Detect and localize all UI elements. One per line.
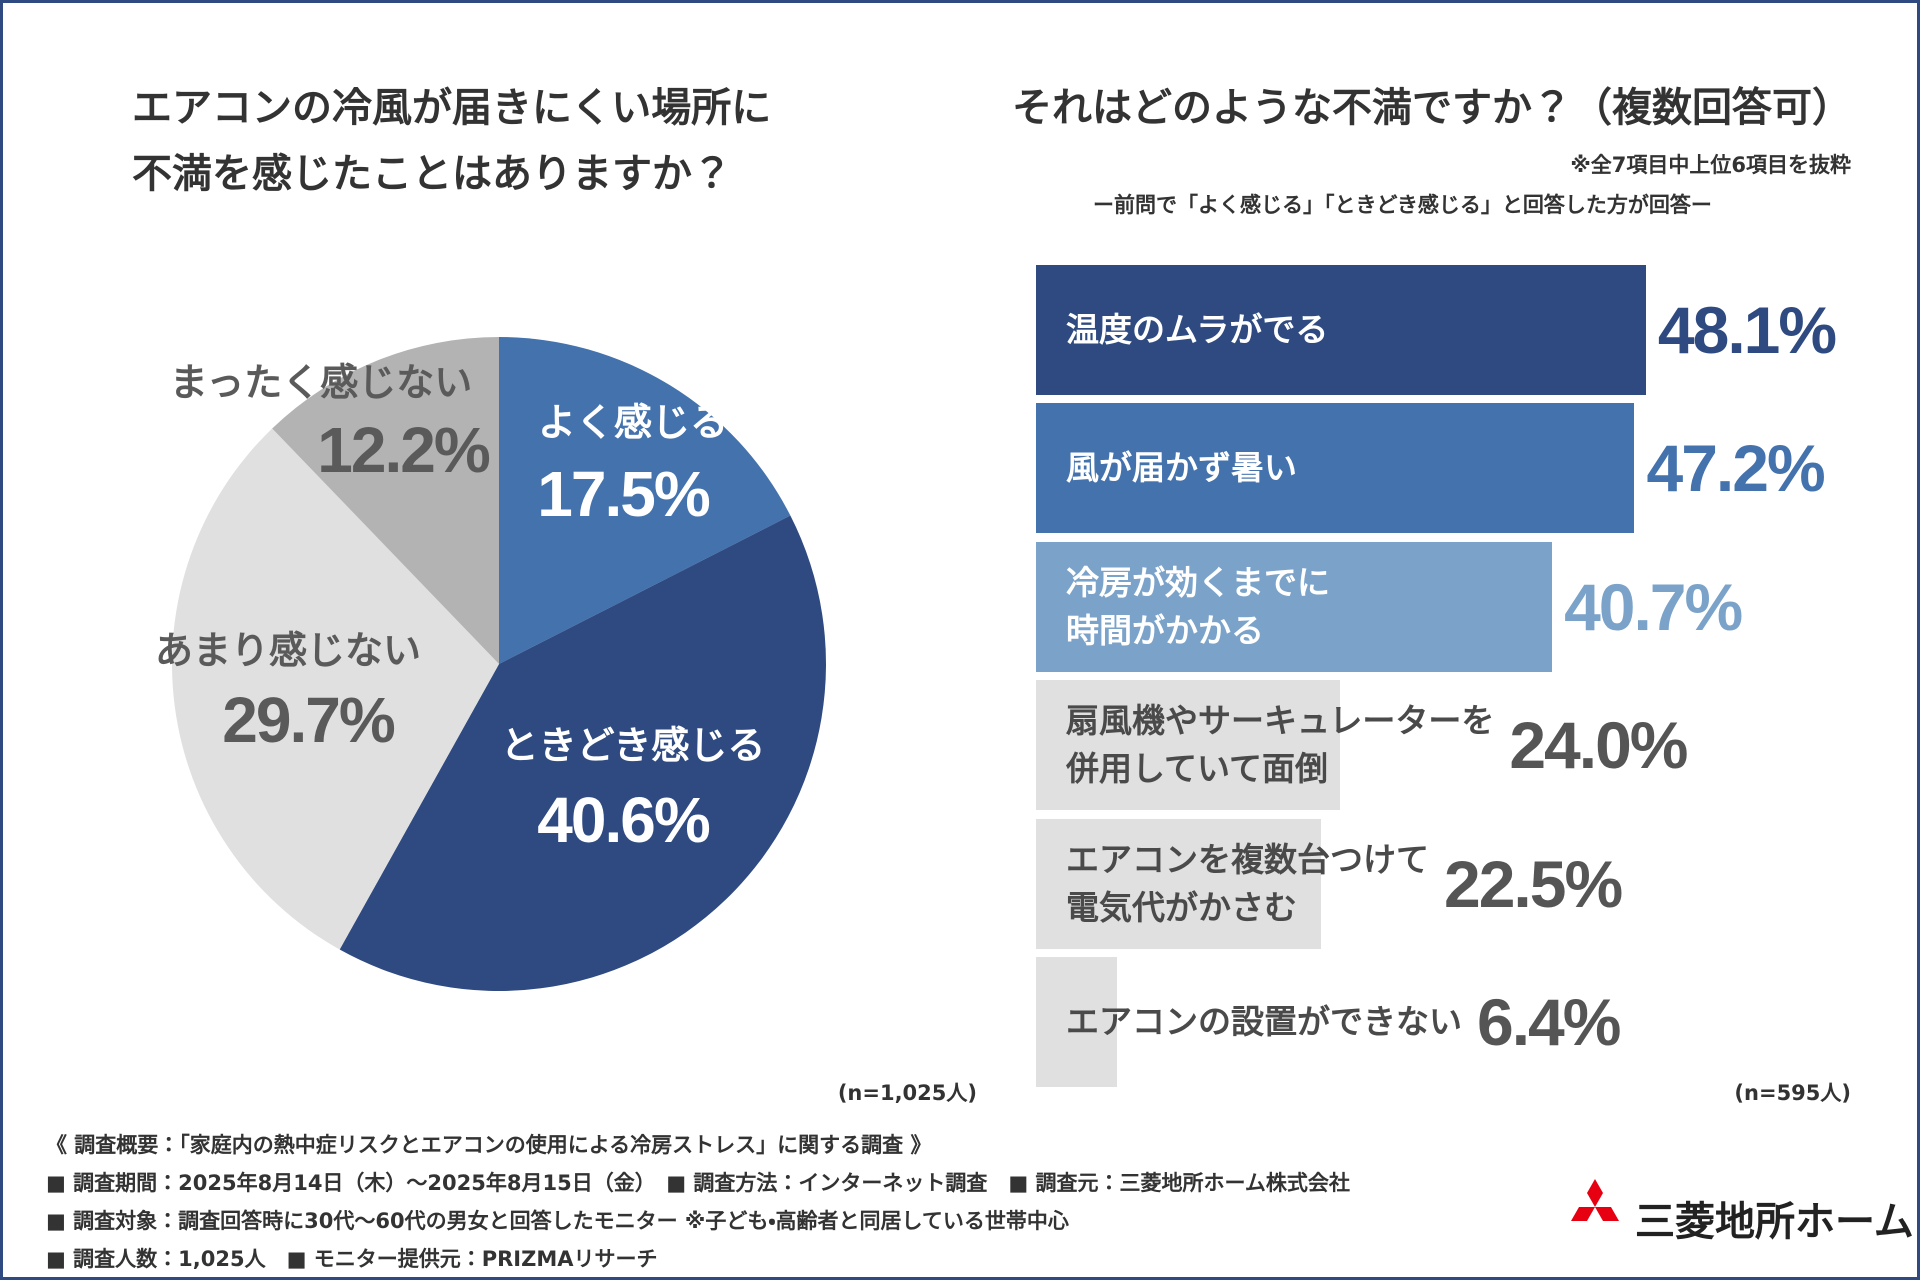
pie-category-label: まったく感じない <box>170 361 472 405</box>
pie-value-label: 40.6% <box>537 784 710 856</box>
bar-label-box: エアコンを複数台つけて 電気代がかさむ <box>1066 819 1429 949</box>
pie-value-label: 17.5% <box>537 458 710 530</box>
logo-text: 三菱地所ホーム <box>1635 1199 1914 1245</box>
bar-value-label: 22.5% <box>1444 846 1623 921</box>
pie-slice <box>172 428 500 950</box>
pie-category-label: あまり感じない <box>155 629 421 673</box>
bar-label-box: 扇風機やサーキュレーターを 併用していて面倒 <box>1066 680 1494 810</box>
pie-value-label: 12.2% <box>317 414 490 486</box>
bar <box>1036 957 1118 1087</box>
bar-label-box: 風が届かず暑い <box>1066 403 1297 533</box>
bar-value-label: 40.7% <box>1564 569 1743 644</box>
pie-slice <box>339 515 826 992</box>
bar-label: 冷房が効くまでに 時間がかかる <box>1066 562 1330 650</box>
bar-label-box: エアコンの設置ができない <box>1066 957 1462 1087</box>
bar-label-box: 温度のムラがでる <box>1066 265 1328 395</box>
pie-value-label: 29.7% <box>222 684 395 756</box>
pie-chart: よく感じる 17.5% ときどき感じる 40.6% あまり感じない 29.7% まったく感じ… <box>155 337 826 992</box>
bar <box>1036 403 1635 534</box>
bar-note: (n=595人) <box>1734 1081 1851 1105</box>
bar <box>1036 680 1341 811</box>
footer-line: ■ 調査対象：調査回答時に30代～60代の男女と回答したモニター ※子ども・高齢… <box>46 1209 1069 1233</box>
pie-title: 不満を感じたことはありますか？ <box>132 151 732 197</box>
bar <box>1036 265 1646 395</box>
footer-line: ■ 調査人数：1,025人 ■ モニター提供元：PRIZMAリサーチ <box>46 1247 658 1271</box>
pie-slice <box>272 337 499 664</box>
bar-label: 温度のムラがでる <box>1066 310 1329 350</box>
bar-label: エアコンを複数台つけて 電気代がかさむ <box>1066 839 1429 927</box>
pie-category-label: よく感じる <box>538 401 728 445</box>
footer-line: ■ 調査期間：2025年8月14日（木）～2025年8月15日（金） ■ 調査方… <box>46 1171 1350 1195</box>
bar <box>1036 541 1553 672</box>
bar <box>1036 818 1322 949</box>
footer-line: 《 調査概要：「家庭内の熱中症リスクとエアコンの使用による冷房ストレス」に関する… <box>46 1133 932 1157</box>
bar-label: エアコンの設置ができない <box>1066 1002 1462 1042</box>
pie-slice <box>499 337 791 664</box>
bar-chart: 温度のムラがでる 48.1% 風が届かず暑い 47.2% 冷房が効くまでに 時間がかかる… <box>3 3 1917 1103</box>
bar-subtitle: ※全7項目中上位6項目を抜粋 <box>1570 153 1851 177</box>
pie-category-label: ときどき感じる <box>501 724 766 768</box>
bar-label: 扇風機やサーキュレーターを 併用していて面倒 <box>1066 701 1495 789</box>
bar-value-label: 24.0% <box>1509 708 1688 783</box>
bar-subtitle: ー前問で「よく感じる」「ときどき感じる」と回答した方が回答ー <box>1093 193 1712 217</box>
pie-title: エアコンの冷風が届きにくい場所に <box>132 85 772 131</box>
bar-value-label: 47.2% <box>1646 431 1825 506</box>
bar-value-label: 48.1% <box>1657 293 1837 367</box>
bar-label: 風が届かず暑い <box>1066 448 1297 488</box>
bar-value-label: 6.4% <box>1477 985 1621 1059</box>
bar-title: それはどのような不満ですか？（複数回答可） <box>1012 85 1852 131</box>
pie-note: (n=1,025人) <box>837 1081 977 1105</box>
logo-mark <box>1571 1179 1619 1221</box>
bar-label-box: 冷房が効くまでに 時間がかかる <box>1066 542 1330 672</box>
